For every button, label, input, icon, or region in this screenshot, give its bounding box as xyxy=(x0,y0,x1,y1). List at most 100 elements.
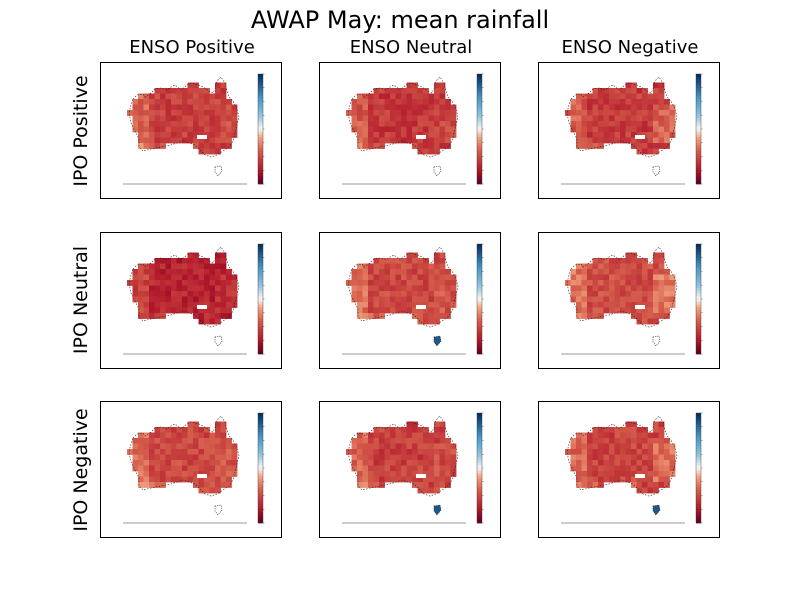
grid-cell xyxy=(592,126,599,133)
grid-cell xyxy=(143,449,150,455)
grid-cell xyxy=(204,465,210,472)
grid-cell xyxy=(592,465,599,472)
grid-cell xyxy=(620,258,626,264)
map-panel xyxy=(538,232,720,369)
grid-cell xyxy=(598,449,604,455)
grid-cell xyxy=(642,285,648,292)
grid-cell xyxy=(395,280,402,286)
grid-cell xyxy=(138,126,144,133)
colorbar-segment xyxy=(696,112,701,116)
grid-cell xyxy=(160,454,166,461)
grid-cell xyxy=(565,280,571,286)
grid-cell xyxy=(614,460,621,466)
grid-cell xyxy=(176,449,183,455)
grid-cell xyxy=(434,82,440,89)
grid-cell xyxy=(423,307,429,314)
grid-cell xyxy=(450,465,457,472)
grid-cell xyxy=(417,115,424,122)
grid-cell xyxy=(587,465,593,472)
grid-cell xyxy=(406,269,413,275)
colorbar-segment xyxy=(696,432,701,436)
grid-cell xyxy=(642,454,648,461)
grid-cell xyxy=(570,296,577,303)
colorbar-segment xyxy=(477,465,482,469)
grid-cell xyxy=(636,137,643,144)
grid-cell xyxy=(664,115,670,122)
grid-cell xyxy=(160,258,166,264)
grid-cell xyxy=(669,274,676,281)
grid-cell xyxy=(357,274,363,281)
grid-cell xyxy=(428,115,435,122)
grid-cell xyxy=(423,121,429,127)
colorbar-segment xyxy=(477,479,482,483)
grid-cell xyxy=(193,465,199,472)
grid-cell xyxy=(658,137,665,144)
grid-cell xyxy=(417,449,424,455)
grid-cell xyxy=(204,99,210,105)
grid-cell xyxy=(390,432,396,439)
grid-cell xyxy=(390,274,396,281)
grid-cell xyxy=(428,307,435,314)
grid-cell xyxy=(428,291,435,297)
grid-cell xyxy=(620,443,626,450)
grid-cell xyxy=(417,318,424,325)
grid-cell xyxy=(647,99,654,105)
grid-cell xyxy=(165,296,172,303)
colorbar-segment xyxy=(477,96,482,100)
grid-cell xyxy=(653,121,659,127)
colorbar-segment xyxy=(258,506,263,510)
grid-cell xyxy=(609,132,615,138)
grid-cell xyxy=(154,285,161,292)
grid-cell xyxy=(204,269,210,275)
rainfall-map xyxy=(561,73,703,185)
grid-cell xyxy=(384,471,391,477)
masked-region xyxy=(635,135,645,139)
grid-cell xyxy=(362,280,369,286)
grid-cell xyxy=(609,285,615,292)
grid-cell xyxy=(609,263,615,270)
colorbar-segment xyxy=(696,343,701,347)
grid-cell xyxy=(631,449,637,455)
grid-cell xyxy=(154,460,161,466)
colorbar-segment xyxy=(477,520,482,524)
grid-cell xyxy=(417,313,424,319)
grid-cell xyxy=(406,438,413,444)
colorbar-segment xyxy=(477,454,482,458)
colorbar-segment xyxy=(477,440,482,444)
grid-cell xyxy=(417,285,424,292)
grid-cell xyxy=(636,482,643,488)
map-panel xyxy=(538,401,720,538)
grid-cell xyxy=(609,471,615,477)
grid-cell xyxy=(614,88,621,94)
colorbar-segment xyxy=(477,129,482,133)
grid-cell xyxy=(642,269,648,275)
grid-cell xyxy=(143,313,150,319)
grid-cell xyxy=(357,285,363,292)
grid-cell xyxy=(160,482,166,488)
colorbar-segment xyxy=(477,145,482,149)
colorbar-segment xyxy=(258,87,263,91)
grid-cell xyxy=(603,291,610,297)
grid-cell xyxy=(417,137,424,144)
grid-cell xyxy=(215,115,221,122)
colorbar-segment xyxy=(477,249,482,253)
grid-cell xyxy=(149,443,155,450)
grid-cell xyxy=(614,280,621,286)
grid-cell xyxy=(603,258,610,264)
grid-cell xyxy=(215,313,221,319)
grid-cell xyxy=(423,110,429,116)
colorbar-segment xyxy=(696,129,701,133)
grid-cell xyxy=(226,110,232,116)
colorbar-segment xyxy=(258,249,263,253)
grid-cell xyxy=(428,132,435,138)
grid-cell xyxy=(587,99,593,105)
grid-cell xyxy=(384,427,391,433)
grid-cell xyxy=(631,269,637,275)
colorbar-segment xyxy=(477,315,482,319)
grid-cell xyxy=(636,443,643,450)
grid-cell xyxy=(187,110,194,116)
grid-cell xyxy=(445,302,451,308)
grid-cell xyxy=(198,104,205,111)
grid-cell xyxy=(351,296,358,303)
colorbar-segment xyxy=(696,501,701,505)
